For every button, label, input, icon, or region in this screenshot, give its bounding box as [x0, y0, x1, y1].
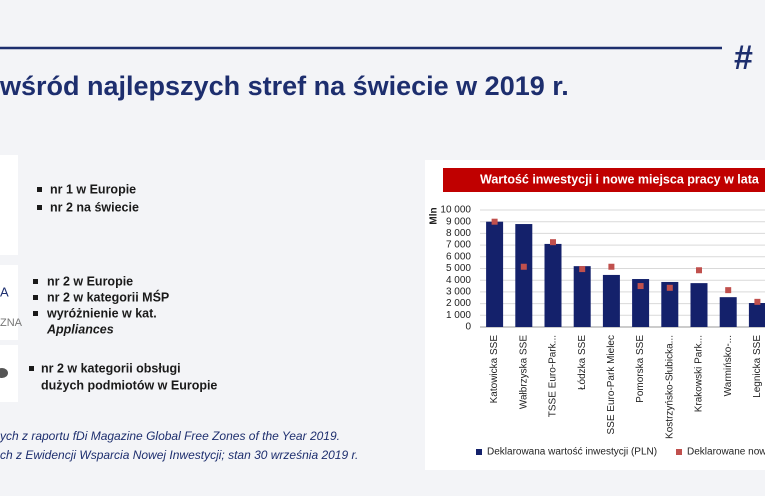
marker — [754, 298, 761, 305]
award-item: nr 2 w kategorii obsługi — [41, 361, 181, 375]
y-tick-label: 0 — [465, 322, 471, 333]
x-tick-label: Kostrzyńsko-Słubicka... — [664, 335, 675, 439]
bar — [515, 224, 533, 327]
bullet — [33, 279, 38, 284]
marker — [637, 283, 644, 290]
legend-swatch — [476, 449, 482, 455]
bar — [719, 297, 737, 327]
award-item: nr 2 w kategorii MŚP — [47, 289, 169, 304]
slide-title: wśród najlepszych stref na świecie w 201… — [0, 71, 569, 101]
y-tick-label: 5 000 — [446, 263, 471, 274]
bar — [602, 274, 620, 327]
bullet — [29, 366, 34, 371]
x-tick-label: SSE Euro-Park Mielec — [606, 335, 617, 434]
x-tick-label: TSSE Euro-Park... — [548, 335, 559, 417]
y-axis-label: Mln — [429, 207, 440, 224]
x-tick-label: Pomorska SSE — [635, 335, 646, 403]
x-tick-label: Legnicka SSE — [752, 335, 763, 398]
chart-title: Wartość inwestycji i nowe miejsca pracy … — [480, 172, 760, 186]
marker — [491, 218, 498, 225]
y-tick-label: 3 000 — [446, 287, 471, 298]
marker — [725, 287, 732, 294]
x-tick-label: Łódzka SSE — [577, 335, 588, 390]
y-tick-label: 8 000 — [446, 228, 471, 239]
logo-fragment — [0, 368, 8, 378]
award-item: nr 1 w Europie — [50, 182, 136, 196]
logo-box — [0, 345, 18, 402]
logo-fragment: A — [0, 284, 9, 299]
logo-fragment: ZNA — [0, 317, 23, 329]
award-item: dużych podmiotów w Europie — [41, 378, 217, 392]
marker — [666, 284, 673, 291]
award-note: Appliances — [46, 322, 114, 336]
y-tick-label: 4 000 — [446, 275, 471, 286]
logo-box — [0, 265, 18, 340]
bar — [748, 303, 765, 327]
bullet — [37, 205, 42, 210]
marker — [608, 263, 615, 270]
bar — [486, 221, 504, 327]
y-tick-label: 2 000 — [446, 298, 471, 309]
x-tick-label: Katowicka SSE — [489, 335, 500, 404]
footnote: ych z raportu fDi Magazine Global Free Z… — [0, 429, 340, 443]
bar — [632, 279, 650, 327]
legend-label: Deklarowana wartość inwestycji (PLN) — [487, 447, 657, 458]
bullet — [33, 311, 38, 316]
marker — [520, 263, 527, 270]
bar — [690, 283, 708, 327]
bar — [573, 266, 591, 327]
marker — [696, 267, 702, 274]
bar — [544, 243, 562, 327]
bullet — [37, 187, 42, 192]
chart-title-bar — [443, 168, 765, 192]
award-item: nr 2 w Europie — [47, 274, 133, 288]
y-tick-label: 7 000 — [446, 240, 471, 251]
legend-swatch — [676, 449, 682, 455]
legend-label: Deklarowane nowe — [687, 447, 765, 458]
marker — [550, 239, 556, 246]
award-item: nr 2 na świecie — [50, 200, 139, 214]
logo-box — [0, 155, 18, 255]
bullet — [33, 295, 38, 300]
y-tick-label: 10 000 — [440, 205, 471, 216]
x-tick-label: Warmińsko-... — [723, 335, 734, 396]
x-tick-label: Wałbrzyska SSE — [518, 335, 529, 409]
y-tick-label: 1 000 — [446, 310, 471, 321]
hashtag: # — [734, 39, 753, 77]
marker — [579, 266, 586, 273]
award-item: wyróżnienie w kat. — [46, 306, 157, 320]
x-tick-label: Krakowski Park... — [694, 335, 705, 412]
footnote: ch z Ewidencji Wsparcia Nowej Inwestycji… — [0, 448, 358, 462]
y-tick-label: 9 000 — [446, 216, 471, 227]
bar — [661, 281, 679, 327]
y-tick-label: 6 000 — [446, 251, 471, 262]
